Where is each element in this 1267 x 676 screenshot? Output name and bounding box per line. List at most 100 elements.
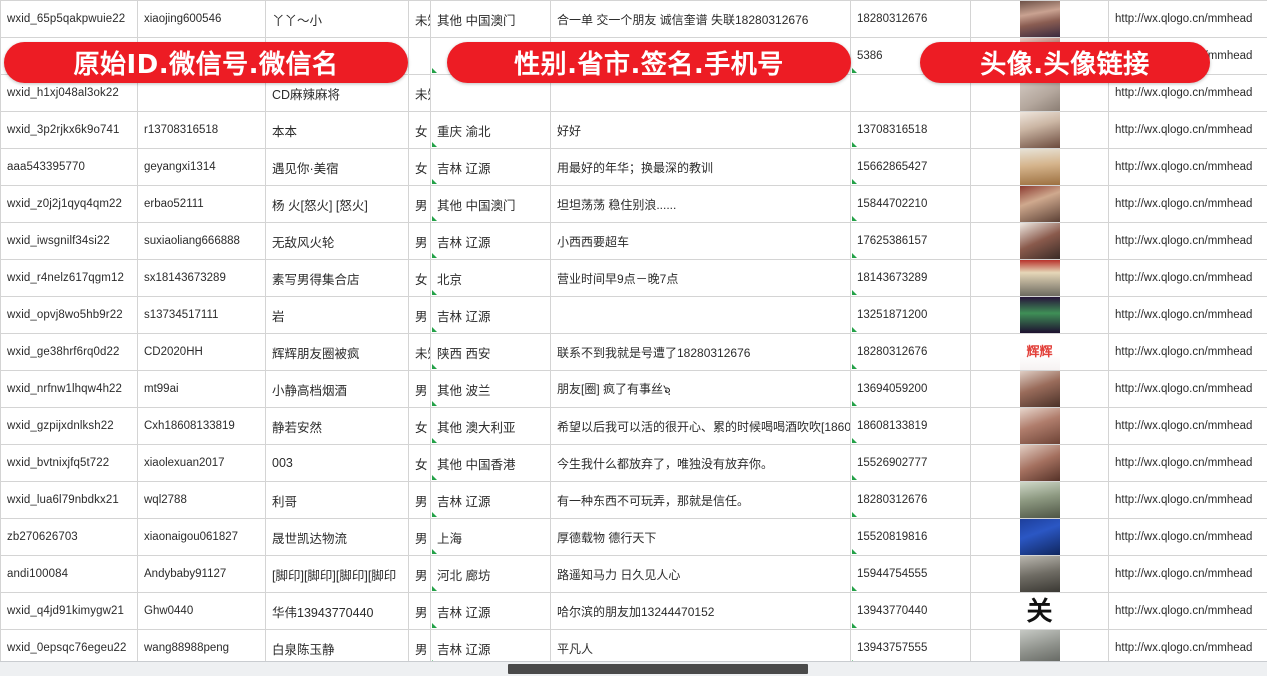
table-row[interactable]: wxid_ge38hrf6rq0d22CD2020HH辉辉朋友圈被疯未知陕西 西… [0, 333, 1267, 371]
table-row[interactable]: zb270626703 xiaonaigou061827 晟世凯达物流男上海 厚德载物… [0, 518, 1267, 556]
table-row[interactable]: wxid_opvj8wo5hb9r22 s13734517111 岩男吉林 辽源 13… [0, 296, 1267, 334]
cell-wxno[interactable]: Andybaby91127 [137, 555, 266, 593]
cell-wxname[interactable]: 丫丫～小 [265, 0, 409, 38]
cell-phone[interactable]: 13251871200 [850, 296, 971, 334]
cell-wxno[interactable]: xiaolexuan2017 [137, 444, 266, 482]
cell-gender[interactable]: 女 [408, 111, 431, 149]
cell-sign[interactable]: 营业时间早9点－晚7点 [550, 259, 851, 297]
cell-gender[interactable]: 女 [408, 407, 431, 445]
cell-phone[interactable]: 13708316518 [850, 111, 971, 149]
cell-region[interactable]: 重庆 渝北 [430, 111, 551, 149]
cell-region[interactable]: 陕西 西安 [430, 333, 551, 371]
cell-avatar[interactable] [970, 185, 1109, 223]
cell-sign[interactable]: 哈尔滨的朋友加13244470152 [550, 592, 851, 630]
cell-wxno[interactable]: Ghw0440 [137, 592, 266, 630]
cell-origid[interactable]: wxid_gzpijxdnlksh22 [0, 407, 138, 445]
cell-gender[interactable]: 男 [408, 222, 431, 260]
cell-url[interactable]: http://wx.qlogo.cn/mmhead [1108, 629, 1267, 667]
cell-origid[interactable]: zb270626703 [0, 518, 138, 556]
cell-avatar[interactable] [970, 518, 1109, 556]
cell-sign[interactable]: 用最好的年华；换最深的教训 [550, 148, 851, 186]
cell-gender[interactable]: 男 [408, 296, 431, 334]
cell-origid[interactable]: wxid_opvj8wo5hb9r22 [0, 296, 138, 334]
table-row[interactable]: wxid_3p2rjkx6k9o741 r13708316518 本本女重庆 渝北好… [0, 111, 1267, 149]
cell-sign[interactable] [550, 296, 851, 334]
cell-url[interactable]: http://wx.qlogo.cn/mmhead [1108, 296, 1267, 334]
cell-origid[interactable]: aaa543395770 [0, 148, 138, 186]
cell-wxno[interactable]: r13708316518 [137, 111, 266, 149]
cell-phone[interactable]: 15944754555 [850, 555, 971, 593]
cell-origid[interactable]: wxid_ge38hrf6rq0d22 [0, 333, 138, 371]
cell-avatar[interactable] [970, 296, 1109, 334]
cell-phone[interactable]: 13943757555 [850, 629, 971, 667]
cell-url[interactable]: http://wx.qlogo.cn/mmhead [1108, 518, 1267, 556]
cell-region[interactable]: 河北 廊坊 [430, 555, 551, 593]
cell-avatar[interactable] [970, 370, 1109, 408]
cell-wxname[interactable]: 辉辉朋友圈被疯 [265, 333, 409, 371]
cell-gender[interactable]: 男 [408, 629, 431, 667]
cell-wxno[interactable]: suxiaoliang666888 [137, 222, 266, 260]
cell-gender[interactable]: 男 [408, 370, 431, 408]
cell-avatar[interactable] [970, 407, 1109, 445]
cell-sign[interactable]: 有一种东西不可玩弄，那就是信任。 [550, 481, 851, 519]
cell-wxname[interactable]: 岩 [265, 296, 409, 334]
cell-phone[interactable]: 13943770440 [850, 592, 971, 630]
cell-phone[interactable]: 18280312676 [850, 481, 971, 519]
cell-phone[interactable]: 15844702210 [850, 185, 971, 223]
cell-sign[interactable]: 今生我什么都放弃了，唯独没有放弃你。 [550, 444, 851, 482]
cell-region[interactable]: 其他 波兰 [430, 370, 551, 408]
cell-gender[interactable]: 男 [408, 518, 431, 556]
table-row[interactable]: wxid_gzpijxdnlksh22 Cxh18608133819 静若安然女其他… [0, 407, 1267, 445]
cell-gender[interactable]: 未知 [408, 333, 431, 371]
cell-phone[interactable]: 15526902777 [850, 444, 971, 482]
table-row[interactable]: wxid_65p5qakpwuie22xiaojing600546丫丫～小未知其… [0, 0, 1267, 38]
cell-region[interactable]: 吉林 辽源 [430, 148, 551, 186]
cell-phone[interactable]: 15662865427 [850, 148, 971, 186]
cell-wxname[interactable]: 素写男得集合店 [265, 259, 409, 297]
cell-origid[interactable]: andi100084 [0, 555, 138, 593]
table-row[interactable]: wxid_q4jd91kimygw21 Ghw0440 华伟13943770440 男… [0, 592, 1267, 630]
table-row[interactable]: wxid_bvtnixjfq5t722 xiaolexuan2017 003 女其他 … [0, 444, 1267, 482]
table-row[interactable]: wxid_0epsqc76egeu22 wang88988peng 白泉陈玉静男吉林… [0, 629, 1267, 667]
cell-wxno[interactable]: erbao52111 [137, 185, 266, 223]
cell-wxname[interactable]: 晟世凯达物流 [265, 518, 409, 556]
cell-wxname[interactable]: 白泉陈玉静 [265, 629, 409, 667]
cell-url[interactable]: http://wx.qlogo.cn/mmhead [1108, 481, 1267, 519]
cell-phone[interactable]: 18280312676 [850, 333, 971, 371]
cell-avatar[interactable] [970, 148, 1109, 186]
cell-avatar[interactable] [970, 0, 1109, 38]
cell-url[interactable]: http://wx.qlogo.cn/mmhead [1108, 370, 1267, 408]
cell-gender[interactable]: 男 [408, 481, 431, 519]
cell-wxno[interactable]: xiaonaigou061827 [137, 518, 266, 556]
cell-origid[interactable]: wxid_nrfnw1lhqw4h22 [0, 370, 138, 408]
cell-url[interactable]: http://wx.qlogo.cn/mmhead [1108, 222, 1267, 260]
cell-wxname[interactable]: 杨 火[怒火] [怒火] [265, 185, 409, 223]
cell-gender[interactable]: 男 [408, 185, 431, 223]
cell-avatar[interactable] [970, 222, 1109, 260]
cell-wxno[interactable]: sx18143673289 [137, 259, 266, 297]
cell-origid[interactable]: wxid_65p5qakpwuie22 [0, 0, 138, 38]
cell-avatar[interactable] [970, 629, 1109, 667]
cell-wxno[interactable]: wql2788 [137, 481, 266, 519]
cell-region[interactable]: 上海 [430, 518, 551, 556]
cell-sign[interactable]: 好好 [550, 111, 851, 149]
cell-wxno[interactable]: wang88988peng [137, 629, 266, 667]
cell-sign[interactable]: 希望以后我可以活的很开心、累的时候喝喝酒吹吹[18608133819 [550, 407, 851, 445]
cell-region[interactable]: 吉林 辽源 [430, 481, 551, 519]
cell-origid[interactable]: wxid_bvtnixjfq5t722 [0, 444, 138, 482]
cell-region[interactable]: 吉林 辽源 [430, 592, 551, 630]
cell-gender[interactable]: 女 [408, 444, 431, 482]
cell-phone[interactable]: 18280312676 [850, 0, 971, 38]
table-row[interactable]: andi100084 Andybaby91127 [脚印][脚印][脚印][脚印男河… [0, 555, 1267, 593]
cell-wxname[interactable]: 003 [265, 444, 409, 482]
cell-gender[interactable]: 女 [408, 259, 431, 297]
cell-phone[interactable]: 15520819816 [850, 518, 971, 556]
cell-gender[interactable] [408, 37, 431, 75]
cell-origid[interactable]: wxid_iwsgnilf34si22 [0, 222, 138, 260]
cell-avatar[interactable] [970, 481, 1109, 519]
cell-origid[interactable]: wxid_r4nelz617qgm12 [0, 259, 138, 297]
cell-url[interactable]: http://wx.qlogo.cn/mmhead [1108, 148, 1267, 186]
cell-origid[interactable]: wxid_z0j2j1qyq4qm22 [0, 185, 138, 223]
cell-region[interactable]: 其他 中国澳门 [430, 0, 551, 38]
